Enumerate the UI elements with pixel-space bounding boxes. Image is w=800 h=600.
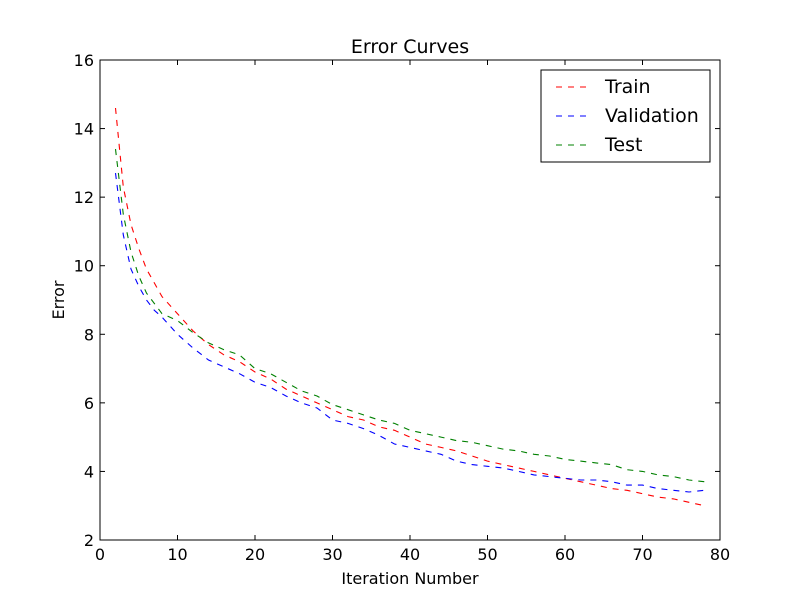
y-tick-label: 10 — [74, 257, 94, 276]
x-tick-label: 10 — [167, 545, 187, 564]
y-tick-label: 8 — [84, 325, 94, 344]
legend-label-validation: Validation — [605, 105, 699, 127]
x-tick-label: 40 — [400, 545, 420, 564]
y-tick-label: 16 — [74, 51, 94, 70]
legend: Train Validation Test — [540, 69, 711, 163]
y-tick-label: 2 — [84, 531, 94, 550]
series-line-test — [114, 149, 705, 483]
x-tick-label: 20 — [245, 545, 265, 564]
y-tick-label: 12 — [74, 188, 94, 207]
x-tick-label: 50 — [477, 545, 497, 564]
y-tick-label: 6 — [84, 394, 94, 413]
x-tick-label: 70 — [632, 545, 652, 564]
x-tick-label: 80 — [710, 545, 730, 564]
y-axis-label: Error — [49, 280, 68, 319]
chart-title: Error Curves — [351, 36, 469, 58]
x-axis-label: Iteration Number — [341, 569, 479, 588]
y-tick-label: 4 — [84, 462, 94, 481]
series-layer — [114, 107, 705, 507]
legend-label-train: Train — [604, 76, 651, 98]
ticks-layer: 0 10 20 30 40 50 60 70 80 2 4 6 8 10 12 14 16 — [74, 51, 731, 564]
legend-label-test: Test — [604, 134, 642, 156]
x-tick-label: 0 — [95, 545, 105, 564]
y-tick-label: 14 — [74, 120, 94, 139]
x-tick-label: 60 — [555, 545, 575, 564]
x-tick-label: 30 — [322, 545, 342, 564]
series-line-train — [114, 107, 705, 507]
